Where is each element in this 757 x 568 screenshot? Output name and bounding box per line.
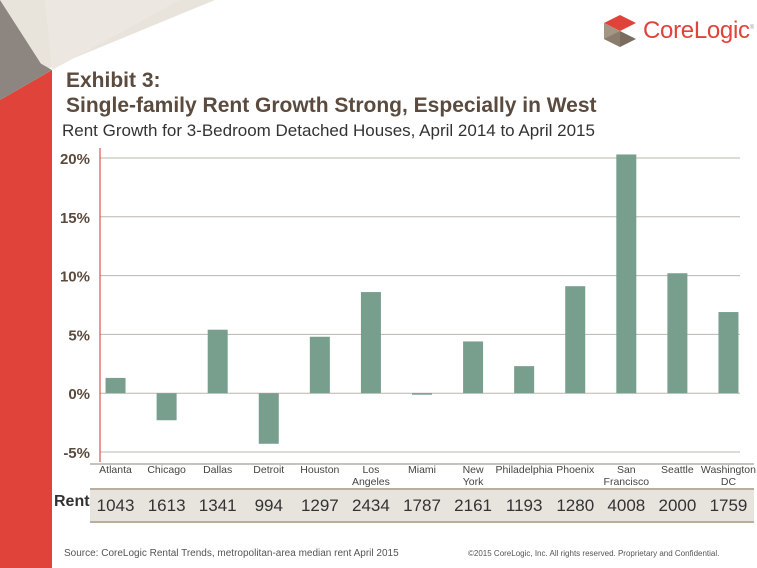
x-category-label: San	[617, 464, 636, 476]
x-category-label: Angeles	[352, 476, 390, 488]
x-category-label: York	[463, 476, 484, 488]
bar	[105, 377, 126, 394]
rent-row-label: Rent	[54, 493, 90, 510]
bar	[667, 273, 688, 394]
bar	[463, 341, 484, 394]
y-tick-label: 5%	[68, 327, 90, 344]
gray-wedge	[0, 40, 52, 100]
bar	[258, 393, 279, 444]
bar	[616, 154, 637, 394]
y-tick-label: 10%	[60, 269, 90, 286]
rent-value: 1787	[403, 496, 441, 515]
bar	[718, 312, 739, 394]
x-category-label: Philadelphia	[496, 464, 553, 476]
rent-value: 1280	[556, 496, 595, 515]
rent-value: 2000	[658, 496, 697, 515]
x-category-label: Dallas	[203, 464, 232, 476]
red-sidebar	[0, 70, 52, 568]
bar	[156, 393, 177, 421]
x-category-label: Detroit	[253, 464, 284, 476]
corelogic-cube-icon	[604, 15, 636, 47]
x-category-label: Chicago	[147, 464, 186, 476]
rent-value: 1759	[709, 496, 748, 515]
x-category-label: Los	[362, 464, 379, 476]
rent-value: 2434	[352, 496, 390, 515]
rent-value: 1297	[300, 496, 339, 515]
bar	[309, 336, 330, 394]
rent-value: 1193	[505, 496, 543, 515]
x-category-label: DC	[721, 476, 737, 488]
rent-value: 1341	[198, 496, 237, 515]
x-category-label: Atlanta	[99, 464, 132, 476]
bar	[565, 286, 586, 394]
exhibit-label: Exhibit 3:	[66, 69, 161, 92]
x-category-label: Phoenix	[556, 464, 595, 476]
chart-subtitle: Rent Growth for 3-Bedroom Detached House…	[62, 121, 595, 140]
x-category-label: Miami	[408, 464, 436, 476]
copyright-note: ©2015 CoreLogic, Inc. All rights reserve…	[468, 549, 720, 558]
rent-row: 1043 1613 1341 994 1297 2434 1787 2161 1193 1280 4…	[90, 488, 754, 523]
bar	[207, 329, 228, 394]
y-tick-label: -5%	[63, 445, 90, 462]
page-title: Single-family Rent Growth Strong, Especi…	[66, 94, 597, 117]
source-note: Source: CoreLogic Rental Trends, metropo…	[64, 548, 399, 559]
y-tick-label: 0%	[68, 386, 90, 403]
x-category-label: Washington	[701, 464, 756, 476]
rent-value: 4008	[607, 496, 646, 515]
rent-value: 994	[254, 496, 283, 515]
x-category-label: New	[463, 464, 484, 476]
rent-value: 1043	[96, 496, 135, 515]
rent-value: 2161	[454, 496, 492, 515]
corelogic-logo-text: CoreLogic®	[643, 17, 754, 44]
beige-band	[45, 0, 180, 70]
x-category-label: Seattle	[661, 464, 694, 476]
rent-value: 1613	[147, 496, 186, 515]
y-tick-label: 20%	[60, 151, 90, 168]
bar	[514, 366, 535, 394]
x-category-label: Houston	[300, 464, 339, 476]
x-category-label: Francisco	[604, 476, 650, 488]
bar	[360, 292, 381, 394]
y-tick-label: 15%	[60, 210, 90, 227]
corelogic-logo: CoreLogic®	[603, 14, 754, 48]
bar	[412, 393, 432, 395]
